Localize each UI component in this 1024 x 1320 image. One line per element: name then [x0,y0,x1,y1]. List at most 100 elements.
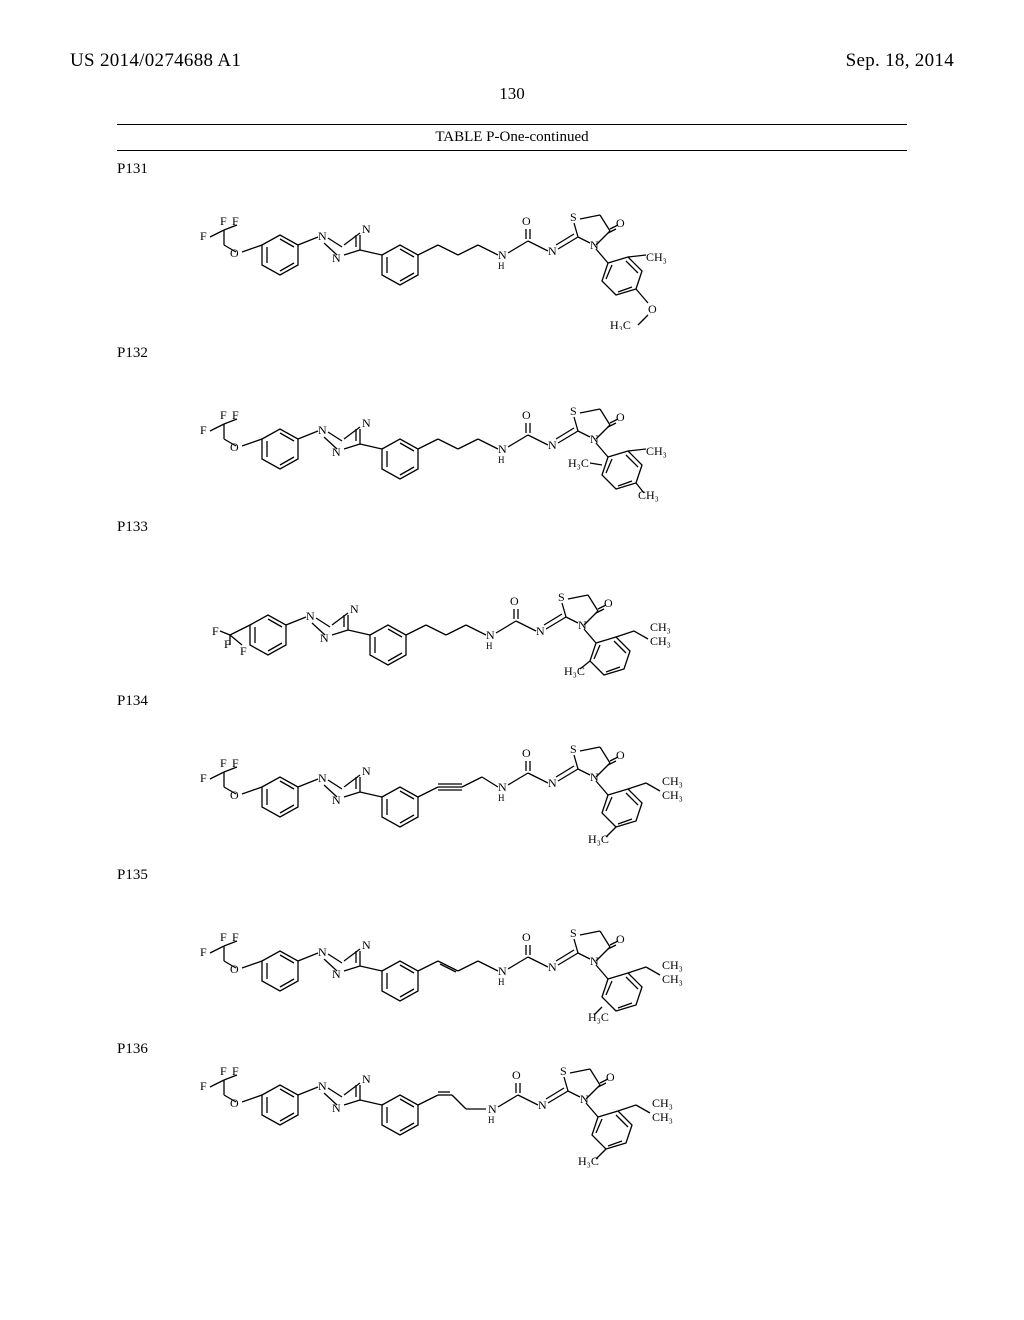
svg-text:O: O [512,1068,521,1082]
svg-text:CH₃: CH₃ [646,250,667,264]
svg-text:F: F [220,930,227,944]
svg-text:N: N [362,938,371,952]
svg-text:CH₃: CH₃ [646,444,667,458]
svg-text:S: S [570,926,577,940]
svg-text:H₃C: H₃C [564,664,585,678]
svg-text:N: N [332,793,341,807]
compound-structure: F F F O N [177,687,907,857]
svg-text:N: N [332,251,341,265]
svg-text:N: N [318,229,327,243]
svg-text:N: N [590,770,599,784]
svg-text:CH₃: CH₃ [662,774,683,788]
svg-text:H₃C: H₃C [568,456,589,470]
svg-text:H: H [498,977,505,987]
svg-text:N: N [332,1101,341,1115]
svg-text:N: N [548,438,557,452]
svg-text:N: N [362,764,371,778]
svg-text:S: S [570,404,577,418]
svg-text:N: N [332,445,341,459]
svg-text:N: N [498,442,507,456]
svg-text:H: H [498,261,505,271]
svg-text:N: N [486,628,495,642]
svg-text:N: N [362,416,371,430]
svg-text:F: F [212,624,219,638]
svg-text:N: N [578,618,587,632]
svg-text:N: N [590,954,599,968]
svg-text:O: O [616,410,625,424]
svg-text:N: N [580,1092,589,1106]
svg-text:N: N [548,244,557,258]
compound-structure: F F F N N [177,513,907,683]
compound-structure: F F F O [177,155,907,335]
svg-text:H₃C: H₃C [588,1010,609,1024]
svg-text:N: N [318,1079,327,1093]
svg-text:H: H [486,641,493,651]
svg-text:O: O [522,746,531,760]
page-header: US 2014/0274688 A1 Sep. 18, 2014 [70,50,954,72]
table-title: TABLE P-One-continued [117,124,907,151]
svg-text:CH₃: CH₃ [662,958,683,972]
svg-text:O: O [616,932,625,946]
svg-text:F: F [220,408,227,422]
svg-text:S: S [570,742,577,756]
svg-text:O: O [616,216,625,230]
compound-id: P132 [117,339,177,362]
svg-text:O: O [616,748,625,762]
compound-table: TABLE P-One-continued P131 F F F O [117,124,907,1205]
svg-text:N: N [548,960,557,974]
svg-text:O: O [648,302,657,316]
table-row: P131 F F F O [117,155,907,335]
page-number: 130 [70,84,954,104]
compound-structure: F F F O N [177,1035,907,1205]
svg-text:O: O [606,1070,615,1084]
table-row: P132 F F F O [117,339,907,509]
svg-text:CH₃: CH₃ [652,1110,673,1124]
svg-text:O: O [230,246,239,260]
svg-text:N: N [318,423,327,437]
compound-id: P135 [117,861,177,884]
svg-text:F: F [200,771,207,785]
svg-text:CH₃: CH₃ [652,1096,673,1110]
svg-text:N: N [590,432,599,446]
svg-text:CH₃: CH₃ [662,788,683,802]
compound-id: P133 [117,513,177,536]
svg-text:F: F [200,945,207,959]
svg-text:F: F [200,229,207,243]
svg-text:CH₃: CH₃ [662,972,683,986]
svg-text:F: F [200,423,207,437]
svg-text:CH₃: CH₃ [650,620,671,634]
svg-text:N: N [538,1098,547,1112]
svg-text:F: F [200,1079,207,1093]
svg-text:N: N [498,964,507,978]
svg-text:N: N [590,238,599,252]
svg-text:S: S [560,1064,567,1078]
compound-id: P136 [117,1035,177,1058]
svg-text:N: N [318,771,327,785]
svg-text:F: F [220,1064,227,1078]
svg-text:N: N [488,1102,497,1116]
svg-text:O: O [522,930,531,944]
svg-text:H: H [498,455,505,465]
compound-structure: F F F O N [177,861,907,1031]
svg-text:H₃C: H₃C [588,832,609,846]
svg-text:F: F [220,214,227,228]
table-row: P135 F F F O [117,861,907,1031]
svg-text:N: N [548,776,557,790]
svg-text:N: N [498,780,507,794]
svg-text:O: O [230,962,239,976]
svg-text:O: O [230,788,239,802]
svg-text:S: S [570,210,577,224]
svg-text:O: O [604,596,613,610]
svg-text:N: N [320,631,329,645]
svg-text:N: N [350,602,359,616]
svg-text:N: N [318,945,327,959]
svg-text:N: N [362,222,371,236]
svg-text:O: O [230,1096,239,1110]
svg-text:O: O [522,214,531,228]
compound-id: P131 [117,155,177,178]
svg-text:N: N [536,624,545,638]
svg-text:N: N [498,248,507,262]
svg-text:H: H [498,793,505,803]
compound-id: P134 [117,687,177,710]
compound-structure: F F F O N [177,339,907,509]
